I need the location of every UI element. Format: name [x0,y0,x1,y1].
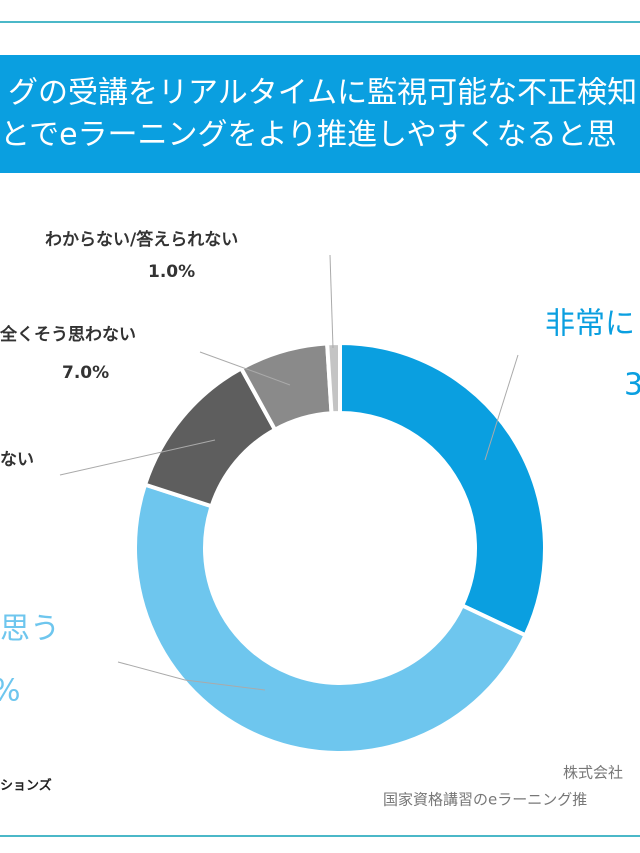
chart-title: とでeラーニングをより推進しやすくなると思 [0,118,617,153]
category-label: 非常に [545,307,635,342]
donut-segment [325,340,342,416]
donut [133,340,547,755]
title-banner [0,55,640,173]
category-label: わからない/答えられない [45,229,238,250]
value-label: 7.0% [62,363,109,383]
source-text: 株式会社 [563,764,623,782]
category-label: 思う [0,612,60,647]
category-label: ない [0,450,34,470]
donut-segment [133,482,529,755]
value-label: 1.0% [148,262,195,282]
leader-line [484,354,519,461]
leader-line [199,351,291,386]
source-text: ションズ [0,778,52,794]
value-label: % [0,674,21,709]
value-label: 3 [624,368,640,403]
source-text: 国家資格講習のeラーニング推 [383,791,587,809]
category-label: 全くそう思わない [0,324,136,345]
donut-segment [338,340,547,638]
leader-line [329,254,334,349]
chart-title: グの受講をリアルタイムに監視可能な不正検知 [8,76,637,111]
leader-line [59,439,216,476]
leader-line [117,661,266,691]
